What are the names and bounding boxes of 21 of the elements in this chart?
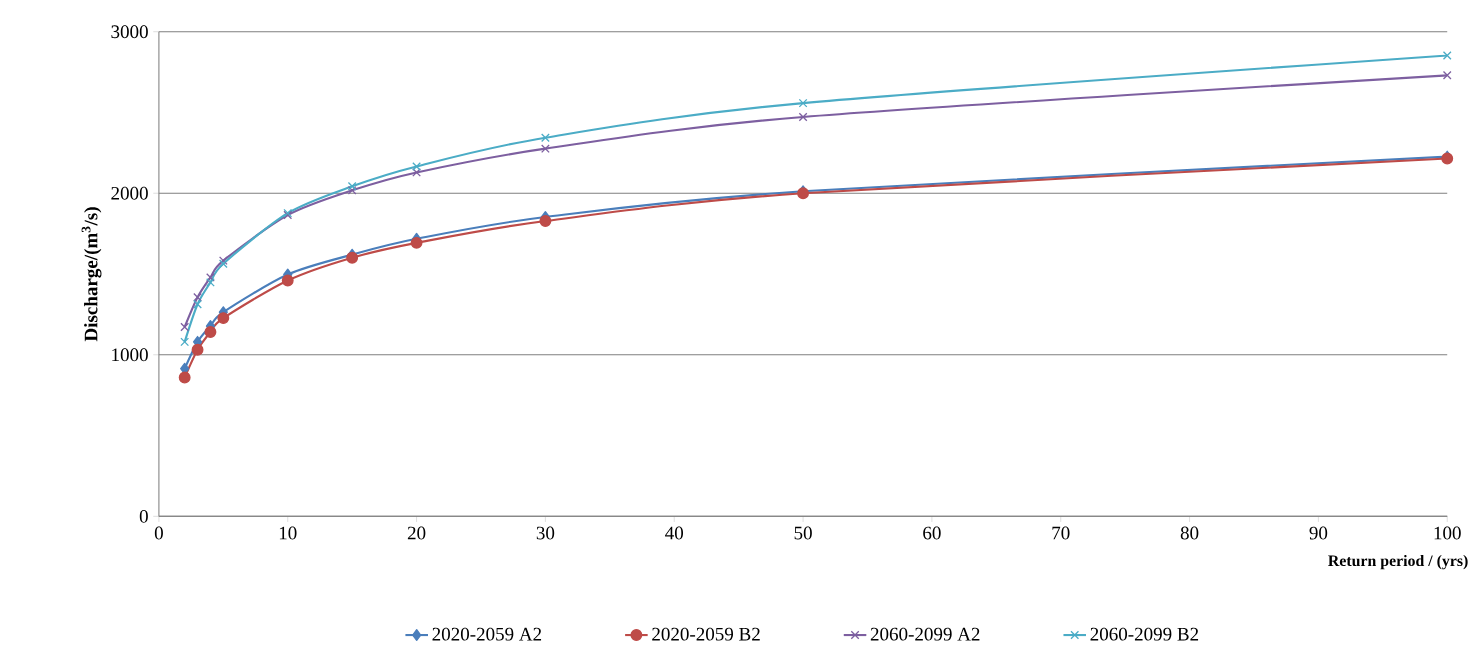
x-tick-label: 70 [1052, 526, 1070, 540]
x-tick-label: 100 [1434, 526, 1461, 540]
legend-label: 2060-2099 B2 [1090, 627, 1199, 641]
y-tick-label: 0 [139, 509, 148, 523]
x-tick-label: 80 [1180, 526, 1199, 540]
x-tick-label: 10 [279, 526, 297, 540]
x-tick-label: 60 [923, 526, 941, 540]
x-tick-label: 20 [407, 526, 426, 540]
x-axis-title: Return period / (yrs) [1328, 554, 1468, 570]
legend-label: 2060-2099 A2 [870, 627, 980, 641]
legend-label: 2020-2059 B2 [652, 627, 760, 641]
x-tick-label: 40 [665, 526, 684, 540]
x-tick-label: 0 [154, 526, 163, 540]
y-axis-title: Discharge/(m$^{3}$/s) [81, 207, 102, 342]
y-tick-label: 1000 [112, 348, 148, 362]
x-tick-label: 50 [794, 526, 812, 540]
x-tick-label: 90 [1309, 526, 1328, 540]
legend-label: 2020-2059 A2 [432, 627, 542, 641]
x-tick-label: 30 [536, 526, 555, 540]
y-tick-label: 2000 [111, 186, 148, 200]
y-tick-label: 3000 [111, 25, 148, 39]
